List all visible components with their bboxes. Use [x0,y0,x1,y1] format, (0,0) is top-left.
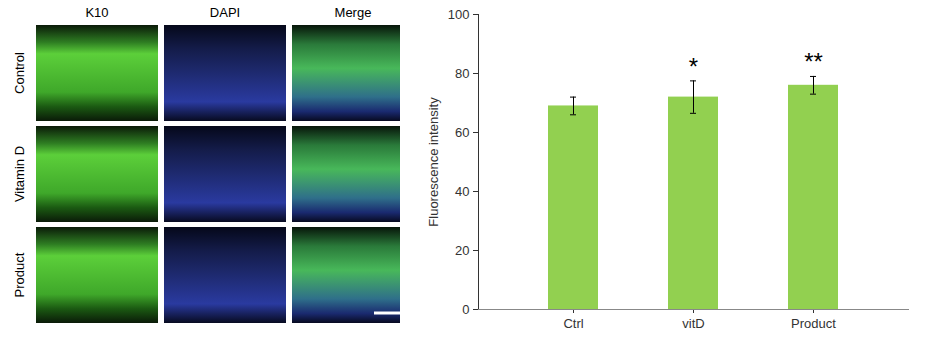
svg-text:Product: Product [12,252,27,297]
svg-text:Product: Product [791,316,836,331]
svg-text:80: 80 [455,66,469,81]
svg-text:K10: K10 [85,5,108,20]
svg-text:DAPI: DAPI [210,5,240,20]
svg-text:Ctrl: Ctrl [563,316,583,331]
svg-text:20: 20 [455,243,469,258]
svg-text:vitD: vitD [682,316,704,331]
svg-text:60: 60 [455,125,469,140]
svg-text:0: 0 [462,302,469,317]
svg-text:100: 100 [448,7,470,22]
svg-text:**: ** [804,48,823,75]
svg-text:Control: Control [12,52,27,94]
svg-text:Fluorescence intensity: Fluorescence intensity [426,97,441,227]
svg-text:*: * [689,53,698,80]
svg-text:Vitamin D: Vitamin D [12,146,27,202]
svg-text:Merge: Merge [335,5,372,20]
svg-text:40: 40 [455,184,469,199]
